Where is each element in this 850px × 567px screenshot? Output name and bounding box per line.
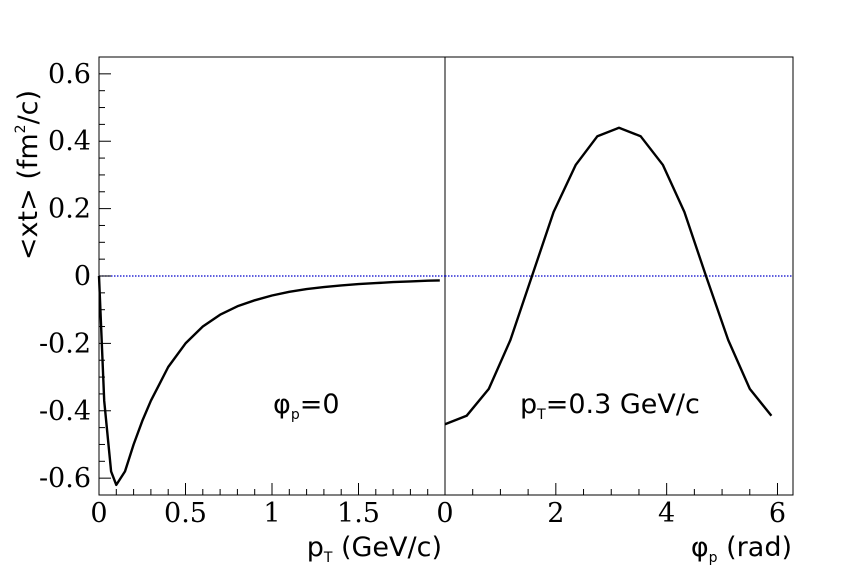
left-x-tick-label: 0.5 <box>164 498 207 529</box>
y-axis-label: <xt> (fm2/c) <box>13 90 44 260</box>
right-x-tick-label: 2 <box>547 498 564 529</box>
y-tick-label: -0.2 <box>39 328 91 359</box>
y-tick-label: -0.6 <box>39 463 91 494</box>
left-x-axis-label: pT (GeV/c) <box>307 532 442 566</box>
y-tick-label: 0 <box>74 261 91 292</box>
right-panel-annotation: pT=0.3 GeV/c <box>520 389 700 423</box>
y-tick-label: 0.6 <box>48 59 91 90</box>
left-x-tick-label: 0 <box>90 498 107 529</box>
right-x-tick-label: 0 <box>436 498 453 529</box>
y-tick-label: 0.2 <box>48 194 91 225</box>
left-series-line <box>97 275 440 487</box>
left-x-tick-label: 1 <box>263 498 280 529</box>
left-panel-annotation: φp=0 <box>273 389 340 423</box>
right-x-tick-label: 4 <box>658 498 675 529</box>
right-x-tick-label: 6 <box>769 498 786 529</box>
right-series-line <box>444 126 773 426</box>
tick-labels: 0.6 0.4 0.2 0 -0.2 -0.4 -0.6 0 0.5 1 1.5 0 2 4 6 <box>39 59 786 529</box>
y-tick-label: -0.4 <box>39 396 91 427</box>
y-tick-label: 0.4 <box>48 126 91 157</box>
data-curves <box>97 126 773 487</box>
left-x-tick-label: 1.5 <box>337 498 380 529</box>
right-x-axis-label: φp (rad) <box>691 532 792 566</box>
